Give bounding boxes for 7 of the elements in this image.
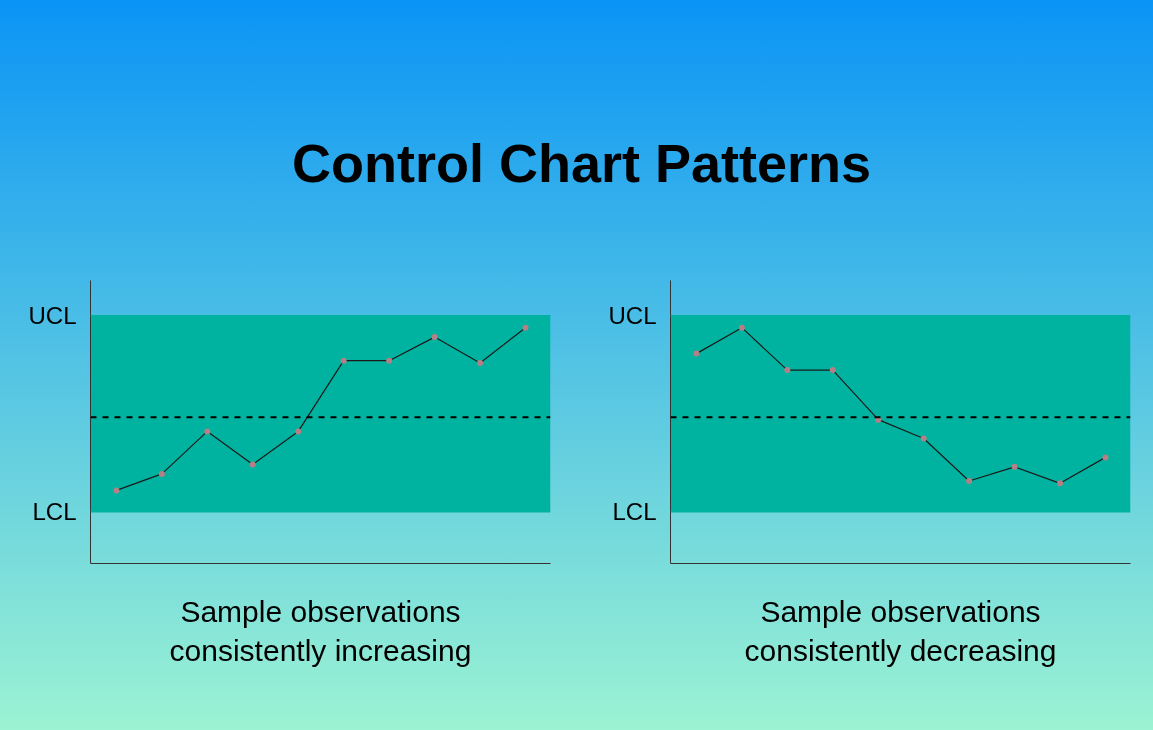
chart-title: Control Chart Patterns	[291, 132, 872, 195]
ref-line-label: UCL	[28, 302, 77, 330]
x-axis-title: Sample observations consistently decreasing	[744, 594, 1057, 668]
ref-line-label: LCL	[612, 498, 657, 526]
ref-line-label: LCL	[32, 498, 77, 526]
ref-line-label: UCL	[608, 302, 657, 330]
x-axis-title: Sample observations consistently increasing	[169, 594, 472, 668]
